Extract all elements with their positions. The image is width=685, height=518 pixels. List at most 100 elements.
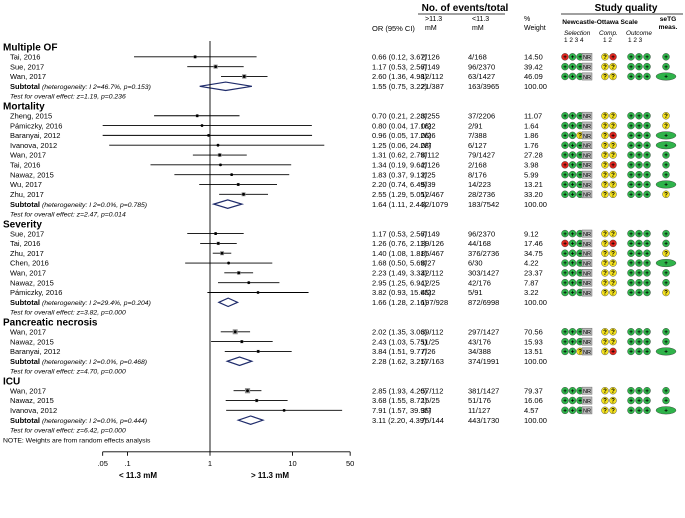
- quality-marker: [581, 278, 593, 287]
- or-ci-value: 0.80 (0.04, 17.16): [372, 121, 432, 130]
- events-gt: 2/126: [421, 161, 440, 170]
- quality-marker-symbol: +: [571, 74, 575, 81]
- quality-marker-symbol: +: [629, 388, 633, 395]
- setg-marker-symbol: +: [664, 231, 668, 238]
- quality-marker-symbol: +: [637, 349, 641, 356]
- overall-effect-test: Test for overall effect: z=2.47, p=0.014: [10, 211, 126, 218]
- events-lt: 297/1427: [468, 327, 499, 336]
- subtotal-diamond: [199, 81, 252, 92]
- setg-marker: [662, 328, 670, 336]
- or-ci-value: 2.55 (1.29, 5.05): [372, 190, 428, 199]
- weight-header-pct: %: [524, 16, 530, 23]
- quality-marker-symbol: ?: [611, 64, 615, 71]
- weight-value: 34.75: [524, 249, 543, 258]
- study-label: Sue, 2017: [10, 229, 44, 238]
- events-lt: 6/30: [468, 259, 483, 268]
- quality-marker: [581, 141, 593, 150]
- quality-marker-symbol: +: [645, 270, 649, 277]
- quality-marker-symbol: +: [629, 162, 633, 169]
- quality-marker-symbol: ?: [603, 152, 607, 159]
- quality-marker-symbol: ?: [611, 142, 615, 149]
- study-label: Wan, 2017: [10, 72, 46, 81]
- quality-marker: [609, 278, 617, 287]
- setg-marker: [662, 53, 670, 61]
- x-tick-label: 1: [208, 459, 212, 468]
- quality-marker-symbol: +: [563, 260, 567, 267]
- quality-marker-symbol: +: [637, 408, 641, 415]
- quality-marker-symbol: +: [571, 398, 575, 405]
- quality-marker-symbol: +: [629, 182, 633, 189]
- quality-marker: [568, 347, 577, 356]
- quality-marker-text: NR: [583, 153, 591, 159]
- quality-marker-symbol: +: [578, 182, 582, 189]
- setg-marker-symbol: +: [664, 408, 668, 415]
- quality-marker-symbol: +: [629, 123, 633, 130]
- study-label: Wan, 2017: [10, 327, 46, 336]
- quality-marker: [635, 278, 643, 287]
- overall-effect-test: Test for overall effect: z=6.42, p=0.000: [10, 427, 126, 434]
- setg-marker-symbol: +: [664, 64, 668, 71]
- or-ci-value: 1.83 (0.37, 9.13): [372, 170, 428, 179]
- quality-marker: [627, 131, 635, 140]
- quality-marker-text: NR: [583, 144, 591, 150]
- quality-marker-symbol: +: [629, 408, 633, 415]
- quality-marker-symbol: +: [611, 349, 615, 356]
- events-lt: 5/91: [468, 288, 483, 297]
- quality-marker-symbol: ?: [603, 54, 607, 61]
- quality-marker: [609, 229, 617, 238]
- or-ci-value: 2.60 (1.36, 4.98): [372, 72, 428, 81]
- setg-marker: [662, 249, 670, 257]
- or-ci-header: OR (95% CI): [372, 24, 415, 33]
- weight-value: 5.99: [524, 170, 539, 179]
- quality-marker: [609, 269, 617, 277]
- quality-marker: [581, 337, 593, 346]
- quality-marker-symbol: +: [571, 270, 575, 277]
- quality-marker-symbol: ?: [611, 152, 615, 159]
- study-label: Ivanova, 2012: [10, 141, 57, 150]
- setg-marker-symbol: +: [664, 133, 668, 140]
- quality-marker: [601, 396, 609, 405]
- or-ci-value: 2.23 (1.49, 3.33): [372, 269, 428, 278]
- setg-header-meas: meas.: [659, 24, 678, 31]
- quality-marker: [635, 288, 643, 297]
- quality-marker-symbol: +: [563, 339, 567, 346]
- quality-marker-symbol: +: [578, 192, 582, 199]
- heterogeneity-text: (heterogeneity: I 2=0.0%, p=0.785): [42, 202, 147, 209]
- quality-marker: [568, 269, 577, 277]
- setg-marker-symbol: ?: [664, 123, 668, 130]
- events-gt: 7/149: [421, 62, 440, 71]
- quality-marker-symbol: ?: [611, 388, 615, 395]
- quality-marker: [643, 180, 651, 189]
- quality-marker: [643, 249, 651, 257]
- quality-marker: [601, 337, 609, 346]
- quality-marker: [581, 396, 593, 405]
- heterogeneity-text: (heterogeneity: I 2=0.0%, p=0.468): [42, 359, 147, 366]
- setg-marker: [662, 278, 670, 287]
- quality-marker-symbol: +: [611, 54, 615, 61]
- quality-marker-symbol: +: [645, 280, 649, 287]
- quality-marker: [643, 161, 651, 169]
- or-ci-value: 3.68 (1.55, 8.72): [372, 396, 428, 405]
- quality-marker: [643, 141, 651, 149]
- subtotal-label: Subtotal: [10, 416, 40, 425]
- quality-marker: [601, 53, 609, 61]
- setg-marker: [662, 269, 670, 277]
- quality-marker-symbol: +: [563, 162, 567, 169]
- setg-marker-symbol: +: [664, 280, 668, 287]
- point-estimate: [236, 183, 240, 186]
- weight-value: 14.50: [524, 53, 543, 62]
- quality-marker: [561, 259, 569, 267]
- setg-marker-symbol: +: [664, 349, 668, 356]
- quality-marker-symbol: +: [578, 231, 582, 238]
- quality-marker-symbol: +: [637, 339, 641, 346]
- quality-marker-symbol: +: [629, 192, 633, 199]
- quality-marker-symbol: +: [563, 280, 567, 287]
- events-gt: 5/39: [421, 180, 436, 189]
- quality-marker-symbol: +: [645, 349, 649, 356]
- quality-marker-symbol: ?: [611, 192, 615, 199]
- events-lt: 79/1427: [468, 151, 495, 160]
- quality-marker-text: NR: [583, 232, 591, 238]
- quality-marker: [601, 190, 609, 199]
- quality-marker-symbol: ?: [603, 260, 607, 267]
- quality-marker-symbol: +: [571, 182, 575, 189]
